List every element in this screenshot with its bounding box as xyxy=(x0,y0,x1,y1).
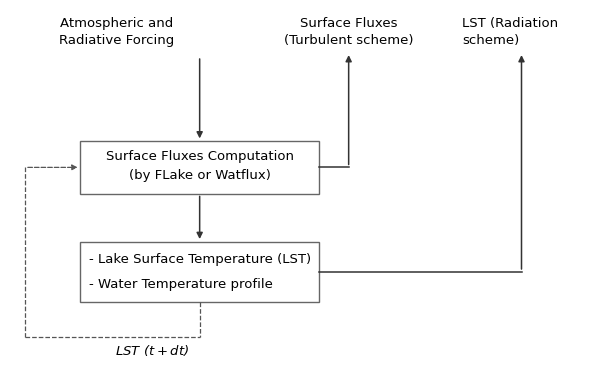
Text: LST (Radiation
scheme): LST (Radiation scheme) xyxy=(462,17,558,48)
Text: - Water Temperature profile: - Water Temperature profile xyxy=(89,278,274,291)
Text: Surface Fluxes
(Turbulent scheme): Surface Fluxes (Turbulent scheme) xyxy=(284,17,414,48)
Text: Surface Fluxes Computation: Surface Fluxes Computation xyxy=(105,150,294,163)
Text: LST ($t + dt$): LST ($t + dt$) xyxy=(115,343,189,358)
FancyBboxPatch shape xyxy=(80,141,319,194)
Text: Atmospheric and
Radiative Forcing: Atmospheric and Radiative Forcing xyxy=(58,17,174,48)
FancyBboxPatch shape xyxy=(80,242,319,302)
Text: - Lake Surface Temperature (LST): - Lake Surface Temperature (LST) xyxy=(89,253,312,266)
Text: (by FLake or Watflux): (by FLake or Watflux) xyxy=(129,170,271,182)
